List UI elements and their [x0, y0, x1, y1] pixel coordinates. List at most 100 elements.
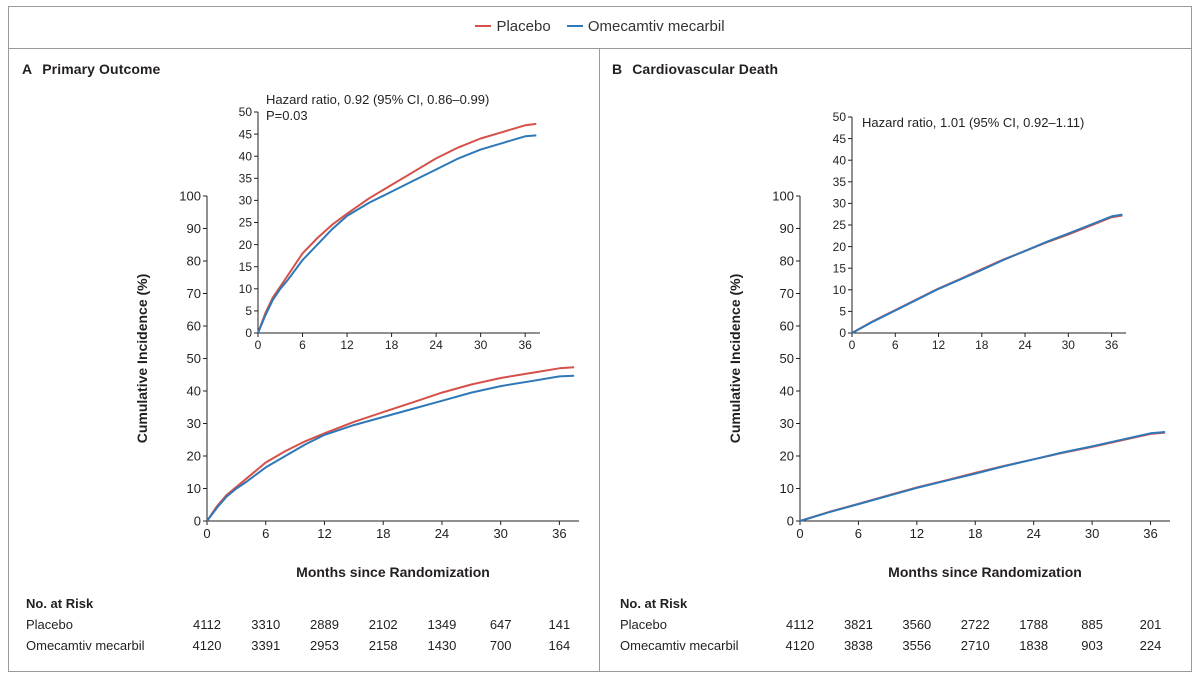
- inset-y-tick-label: 20: [833, 240, 847, 254]
- risk-cell: 201: [1139, 617, 1162, 632]
- risk-cell: 1838: [1019, 638, 1049, 653]
- panel-b-title: B Cardiovascular Death: [612, 61, 778, 77]
- legend-swatch-placebo: [475, 25, 492, 27]
- inset-annotation: Hazard ratio, 0.92 (95% CI, 0.86–0.99): [266, 92, 489, 107]
- inset-annotation: P=0.03: [266, 108, 308, 123]
- risk-cell: 903: [1081, 638, 1103, 653]
- risk-cell: 4120: [192, 638, 222, 653]
- main-y-tick-label: 70: [780, 286, 794, 301]
- main-y-tick-label: 100: [179, 189, 201, 204]
- main-x-tick-label: 24: [435, 526, 449, 541]
- risk-row-label-placebo: Placebo: [26, 617, 73, 632]
- main-y-tick-label: 50: [780, 351, 794, 366]
- main-y-tick-label: 20: [187, 449, 201, 464]
- risk-cell: 700: [489, 638, 512, 653]
- main-y-tick-label: 30: [187, 416, 201, 431]
- main-series-omecamtiv: [799, 431, 1166, 522]
- main-y-tick-label: 30: [780, 416, 794, 431]
- main-y-tick-label: 90: [780, 221, 794, 236]
- x-axis-label: Months since Randomization: [296, 564, 490, 580]
- risk-row-label-omecamtiv: Omecamtiv mecarbil: [26, 638, 145, 653]
- risk-row-label-omecamtiv: Omecamtiv mecarbil: [620, 638, 739, 653]
- panel-a-letter: A: [22, 61, 33, 77]
- inset-y-tick-label: 25: [833, 218, 847, 232]
- legend: Placebo Omecamtiv mecarbil: [0, 14, 1200, 35]
- main-y-tick-label: 10: [187, 481, 201, 496]
- main-y-tick-label: 0: [194, 514, 201, 529]
- inset-y-tick-label: 20: [239, 238, 253, 252]
- main-y-tick-label: 40: [780, 384, 794, 399]
- risk-cell: 2722: [960, 617, 990, 632]
- risk-cell: 3838: [843, 638, 873, 653]
- inset-annotation: Hazard ratio, 1.01 (95% CI, 0.92–1.11): [862, 115, 1084, 130]
- risk-cell: 885: [1081, 617, 1103, 632]
- main-y-tick-label: 10: [780, 481, 794, 496]
- inset-x-tick-label: 0: [255, 338, 262, 352]
- main-x-tick-label: 18: [376, 526, 390, 541]
- risk-table-primary-outcome: No. at Risk Placebo Omecamtiv mecarbil 4…: [26, 596, 571, 653]
- inset-y-tick-label: 5: [245, 304, 252, 318]
- risk-table-cardiovascular-death: No. at Risk Placebo Omecamtiv mecarbil 4…: [600, 0, 1200, 678]
- risk-cell: 4112: [193, 617, 221, 632]
- inset-y-tick-label: 40: [239, 149, 253, 163]
- legend-label-placebo: Placebo: [496, 17, 551, 35]
- risk-cell: 1430: [427, 638, 457, 653]
- risk-cell: 3560: [902, 617, 932, 632]
- main-y-tick-label: 0: [787, 514, 794, 529]
- inset-x-tick-label: 12: [932, 338, 946, 352]
- risk-cell: 2953: [310, 638, 339, 653]
- inset-y-tick-label: 35: [239, 172, 253, 186]
- inset-y-tick-label: 45: [239, 127, 253, 141]
- risk-cell: 3310: [251, 617, 281, 632]
- legend-swatch-omecamtiv: [566, 25, 583, 27]
- risk-cell: 647: [489, 617, 512, 632]
- inset-y-tick-label: 15: [239, 260, 253, 274]
- main-series-omecamtiv: [206, 374, 575, 522]
- inset-x-tick-label: 6: [299, 338, 306, 352]
- main-x-tick-label: 36: [552, 526, 566, 541]
- main-y-tick-label: 100: [772, 189, 794, 204]
- risk-cell: 1788: [1019, 617, 1049, 632]
- main-y-tick-label: 60: [187, 319, 201, 334]
- inset-series-omecamtiv: [257, 134, 537, 334]
- inset-y-tick-label: 0: [245, 326, 252, 340]
- inset-x-tick-label: 18: [385, 338, 399, 352]
- risk-cell: 3821: [843, 617, 873, 632]
- inset-y-tick-label: 35: [833, 175, 847, 189]
- inset-y-tick-label: 10: [833, 283, 847, 297]
- inset-series-omecamtiv: [851, 213, 1123, 334]
- panel-a-title-text: Primary Outcome: [42, 61, 161, 77]
- main-y-tick-label: 60: [780, 319, 794, 334]
- y-axis-label: Cumulative Incidence (%): [134, 274, 150, 444]
- main-y-tick-label: 20: [780, 449, 794, 464]
- main-y-tick-label: 80: [780, 254, 794, 269]
- main-x-tick-label: 12: [317, 526, 331, 541]
- main-x-tick-label: 24: [1026, 526, 1040, 541]
- main-x-tick-label: 0: [796, 526, 803, 541]
- figure-frame: [8, 6, 1192, 672]
- inset-background: [851, 113, 1133, 335]
- inset-y-tick-label: 30: [239, 194, 253, 208]
- risk-cell: 2158: [368, 638, 398, 653]
- inset-y-tick-label: 0: [839, 326, 846, 340]
- x-axis-label: Months since Randomization: [888, 564, 1082, 580]
- risk-cell: 3391: [251, 638, 281, 653]
- inset-x-tick-label: 24: [1018, 338, 1032, 352]
- main-x-tick-label: 30: [493, 526, 507, 541]
- inset-background: [257, 108, 547, 335]
- main-y-tick-label: 40: [187, 384, 201, 399]
- risk-cell: 141: [548, 617, 571, 632]
- legend-item-omecamtiv: Omecamtiv mecarbil: [566, 17, 725, 35]
- panel-b-title-text: Cardiovascular Death: [632, 61, 779, 77]
- main-x-tick-label: 6: [855, 526, 862, 541]
- risk-table-title: No. at Risk: [620, 596, 688, 611]
- risk-row-label-placebo: Placebo: [620, 617, 667, 632]
- inset-x-tick-label: 12: [340, 338, 354, 352]
- main-y-tick-label: 80: [187, 254, 201, 269]
- inset-x-tick-label: 6: [892, 338, 899, 352]
- inset-x-tick-label: 30: [474, 338, 488, 352]
- legend-label-omecamtiv: Omecamtiv mecarbil: [587, 17, 725, 35]
- main-x-tick-label: 30: [1085, 526, 1099, 541]
- inset-series-placebo: [257, 122, 537, 334]
